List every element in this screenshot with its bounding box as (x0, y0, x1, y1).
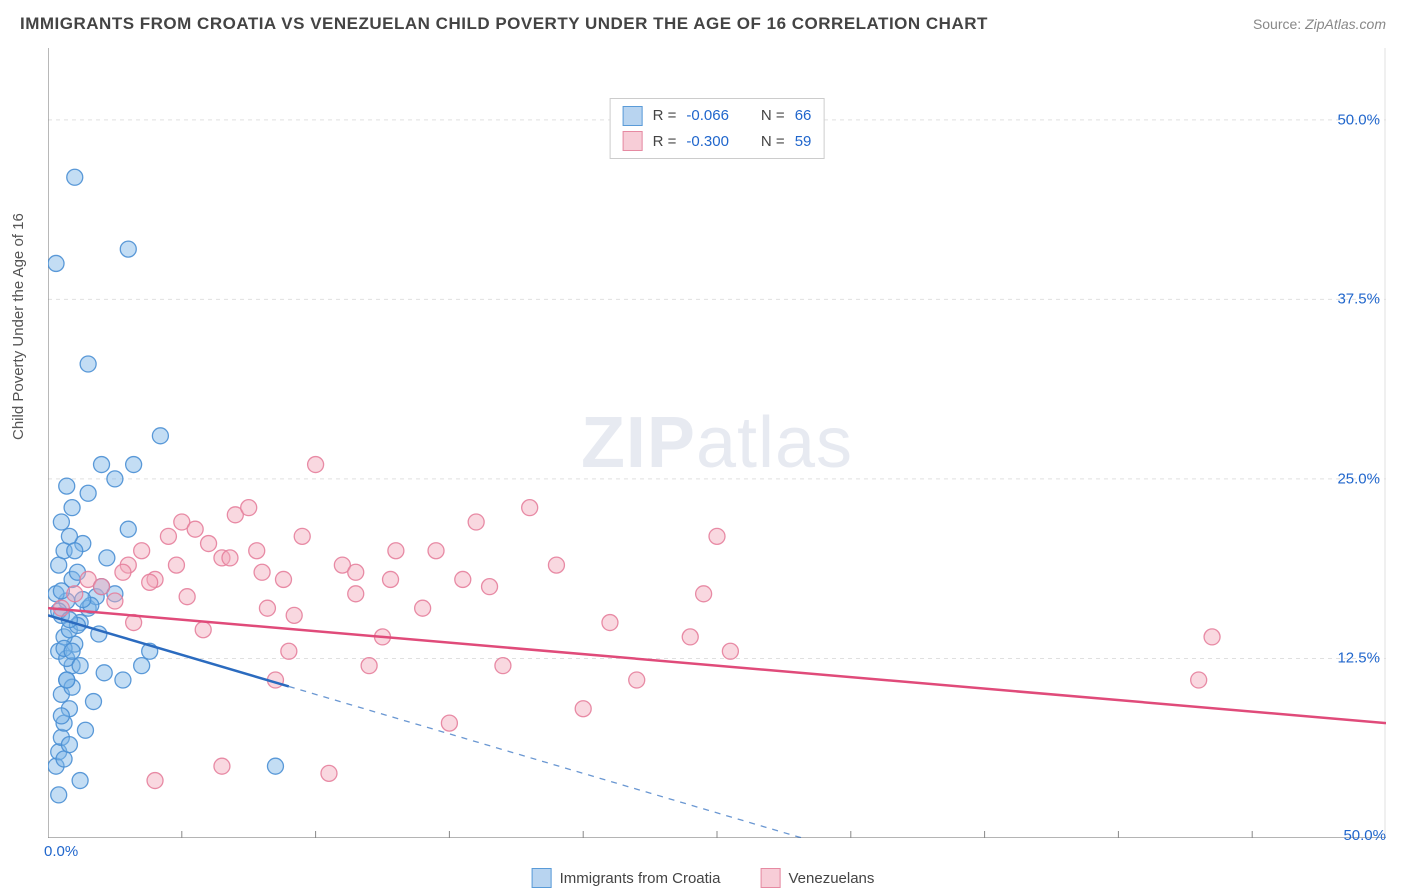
legend-item-venezuelans: Venezuelans (760, 868, 874, 888)
correlation-legend: R = -0.066 N = 66 R = -0.300 N = 59 (610, 98, 825, 159)
series-legend: Immigrants from Croatia Venezuelans (532, 868, 875, 888)
n-value: 66 (795, 103, 812, 129)
y-tick-label: 37.5% (1337, 291, 1380, 308)
y-tick-label: 12.5% (1337, 650, 1380, 667)
chart-area: ZIPatlas R = -0.066 N = 66 R = -0.300 N … (48, 48, 1386, 838)
correlation-row-1: R = -0.066 N = 66 (623, 103, 812, 129)
r-label: R = (653, 103, 677, 129)
r-value: -0.300 (686, 129, 729, 155)
source-label: Source: (1253, 16, 1301, 32)
r-label: R = (653, 129, 677, 155)
correlation-row-2: R = -0.300 N = 59 (623, 129, 812, 155)
source-value: ZipAtlas.com (1305, 16, 1386, 32)
swatch-croatia (532, 868, 552, 888)
scatter-plot (48, 48, 1386, 838)
legend-label-croatia: Immigrants from Croatia (560, 870, 721, 887)
x-axis-end-label: 50.0% (1343, 827, 1386, 844)
y-tick-label: 50.0% (1337, 111, 1380, 128)
n-label: N = (761, 103, 785, 129)
r-value: -0.066 (686, 103, 729, 129)
legend-item-croatia: Immigrants from Croatia (532, 868, 721, 888)
swatch-venezuelans (760, 868, 780, 888)
chart-title: IMMIGRANTS FROM CROATIA VS VENEZUELAN CH… (20, 14, 988, 34)
y-axis-label: Child Poverty Under the Age of 16 (10, 213, 27, 440)
y-tick-label: 25.0% (1337, 470, 1380, 487)
n-label: N = (761, 129, 785, 155)
swatch-series-2 (623, 131, 643, 151)
source-attribution: Source: ZipAtlas.com (1253, 16, 1386, 32)
swatch-series-1 (623, 106, 643, 126)
x-axis-start-label: 0.0% (44, 843, 78, 860)
legend-label-venezuelans: Venezuelans (788, 870, 874, 887)
n-value: 59 (795, 129, 812, 155)
